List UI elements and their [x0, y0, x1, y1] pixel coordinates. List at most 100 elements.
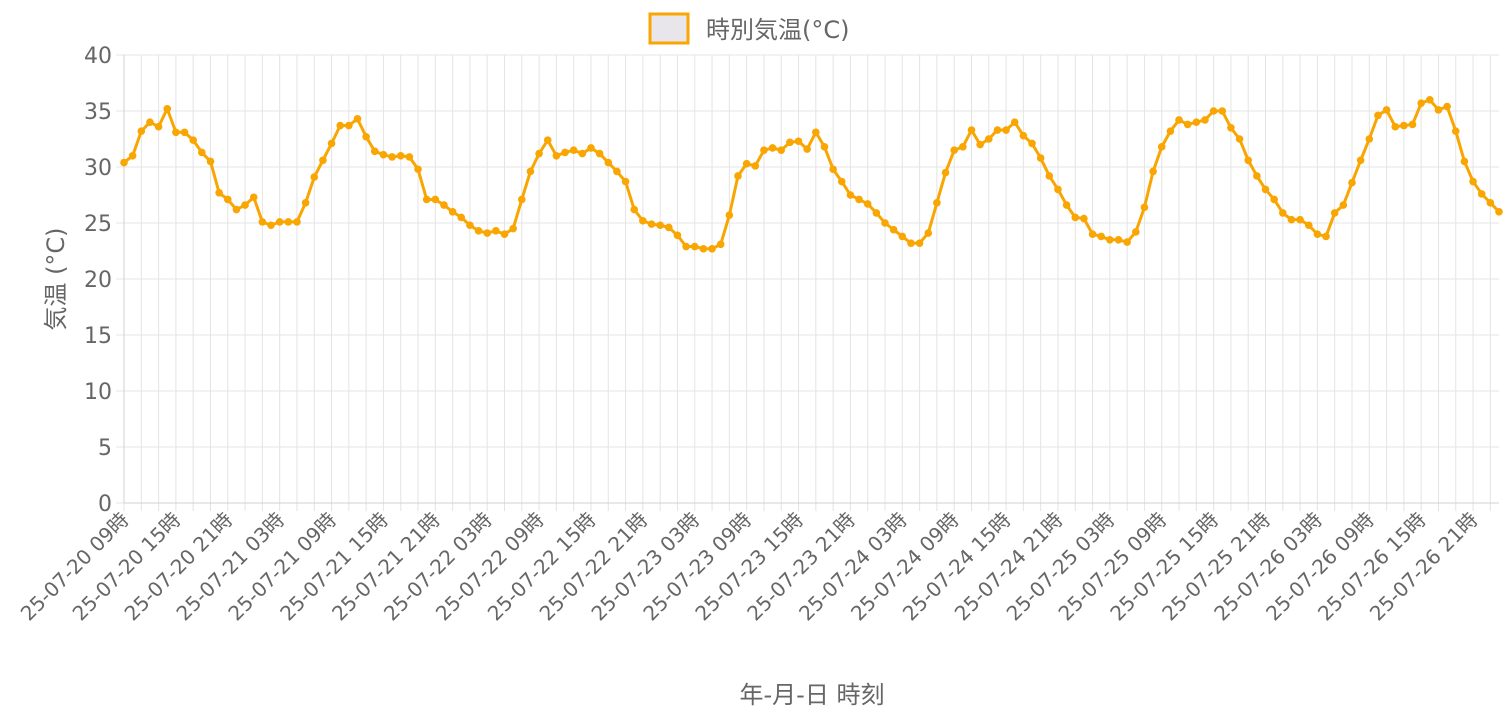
data-point[interactable] — [163, 104, 172, 113]
data-point[interactable] — [249, 193, 258, 202]
data-point[interactable] — [362, 132, 370, 141]
data-point[interactable] — [1348, 178, 1356, 187]
data-point[interactable] — [1400, 121, 1408, 130]
data-point[interactable] — [1296, 215, 1304, 224]
data-point[interactable] — [881, 219, 889, 227]
data-point[interactable] — [898, 232, 907, 241]
data-point[interactable] — [146, 118, 154, 126]
data-point[interactable] — [1010, 118, 1019, 126]
data-point[interactable] — [1071, 213, 1080, 222]
data-point[interactable] — [396, 152, 405, 160]
data-point[interactable] — [751, 162, 760, 170]
data-point[interactable] — [180, 128, 189, 137]
data-point[interactable] — [284, 218, 293, 226]
data-point[interactable] — [915, 239, 924, 247]
data-point[interactable] — [1140, 203, 1149, 212]
data-point[interactable] — [319, 156, 327, 165]
data-point[interactable] — [1157, 143, 1166, 151]
data-point[interactable] — [483, 229, 492, 237]
data-point[interactable] — [267, 221, 275, 230]
data-point[interactable] — [1322, 232, 1330, 241]
data-point[interactable] — [984, 135, 993, 143]
data-point[interactable] — [1477, 190, 1486, 198]
data-point[interactable] — [1045, 172, 1054, 180]
data-point[interactable] — [1114, 236, 1123, 244]
data-point[interactable] — [327, 139, 336, 148]
data-point[interactable] — [950, 146, 958, 154]
data-point[interactable] — [1495, 208, 1503, 216]
data-point[interactable] — [734, 172, 742, 180]
data-point[interactable] — [370, 147, 379, 156]
data-point[interactable] — [1002, 126, 1010, 134]
data-point[interactable] — [924, 229, 933, 237]
legend-label[interactable]: 時別気温(°C) — [706, 16, 849, 44]
data-point[interactable] — [1131, 228, 1140, 236]
data-point[interactable] — [829, 165, 837, 174]
legend-swatch[interactable] — [648, 12, 690, 45]
data-point[interactable] — [388, 153, 396, 161]
data-point[interactable] — [241, 201, 249, 209]
data-point[interactable] — [1313, 230, 1322, 238]
data-point[interactable] — [656, 221, 664, 230]
data-point[interactable] — [414, 165, 422, 174]
data-point[interactable] — [595, 149, 604, 158]
data-point[interactable] — [1365, 135, 1374, 143]
data-point[interactable] — [128, 152, 137, 160]
data-point[interactable] — [552, 152, 561, 160]
data-point[interactable] — [1270, 195, 1278, 204]
data-point[interactable] — [1382, 106, 1391, 114]
data-point[interactable] — [1166, 127, 1175, 135]
data-point[interactable] — [431, 195, 440, 204]
data-point[interactable] — [665, 223, 673, 232]
data-point[interactable] — [1356, 156, 1365, 165]
data-point[interactable] — [561, 148, 569, 157]
data-point[interactable] — [630, 205, 639, 214]
data-point[interactable] — [379, 150, 388, 159]
data-point[interactable] — [760, 146, 768, 154]
data-point[interactable] — [1451, 127, 1460, 135]
data-point[interactable] — [959, 143, 967, 151]
data-point[interactable] — [223, 195, 232, 204]
data-point[interactable] — [604, 158, 613, 167]
data-point[interactable] — [812, 128, 820, 137]
data-point[interactable] — [639, 216, 647, 225]
data-point[interactable] — [786, 138, 794, 147]
data-point[interactable] — [587, 144, 595, 152]
data-point[interactable] — [440, 201, 448, 209]
data-point[interactable] — [889, 225, 898, 234]
data-point[interactable] — [1330, 209, 1339, 217]
data-point[interactable] — [976, 140, 984, 149]
data-point[interactable] — [353, 115, 362, 123]
data-point[interactable] — [422, 195, 431, 204]
legend[interactable]: 時別気温(°C) — [648, 12, 849, 45]
data-point[interactable] — [1123, 238, 1131, 246]
data-point[interactable] — [1287, 215, 1296, 224]
data-point[interactable] — [1062, 201, 1071, 209]
data-point[interactable] — [708, 244, 716, 253]
data-point[interactable] — [492, 227, 500, 235]
data-point[interactable] — [682, 242, 690, 251]
data-point[interactable] — [1279, 209, 1287, 217]
data-point[interactable] — [543, 136, 552, 144]
data-point[interactable] — [293, 218, 301, 226]
data-point[interactable] — [137, 127, 146, 135]
data-point[interactable] — [535, 149, 543, 158]
data-point[interactable] — [474, 227, 483, 235]
data-point[interactable] — [837, 177, 846, 186]
data-point[interactable] — [1149, 167, 1157, 176]
data-point[interactable] — [1235, 135, 1244, 143]
data-point[interactable] — [1054, 185, 1062, 194]
data-point[interactable] — [742, 159, 751, 168]
data-point[interactable] — [1028, 139, 1036, 148]
data-point[interactable] — [301, 199, 310, 207]
data-point[interactable] — [1391, 122, 1400, 131]
data-point[interactable] — [872, 209, 881, 217]
data-point[interactable] — [405, 153, 414, 161]
data-point[interactable] — [1244, 156, 1253, 165]
data-point[interactable] — [1201, 116, 1209, 124]
data-point[interactable] — [345, 121, 353, 130]
data-point[interactable] — [1183, 120, 1192, 129]
data-point[interactable] — [1426, 96, 1434, 104]
data-point[interactable] — [907, 239, 915, 247]
data-point[interactable] — [777, 146, 786, 154]
